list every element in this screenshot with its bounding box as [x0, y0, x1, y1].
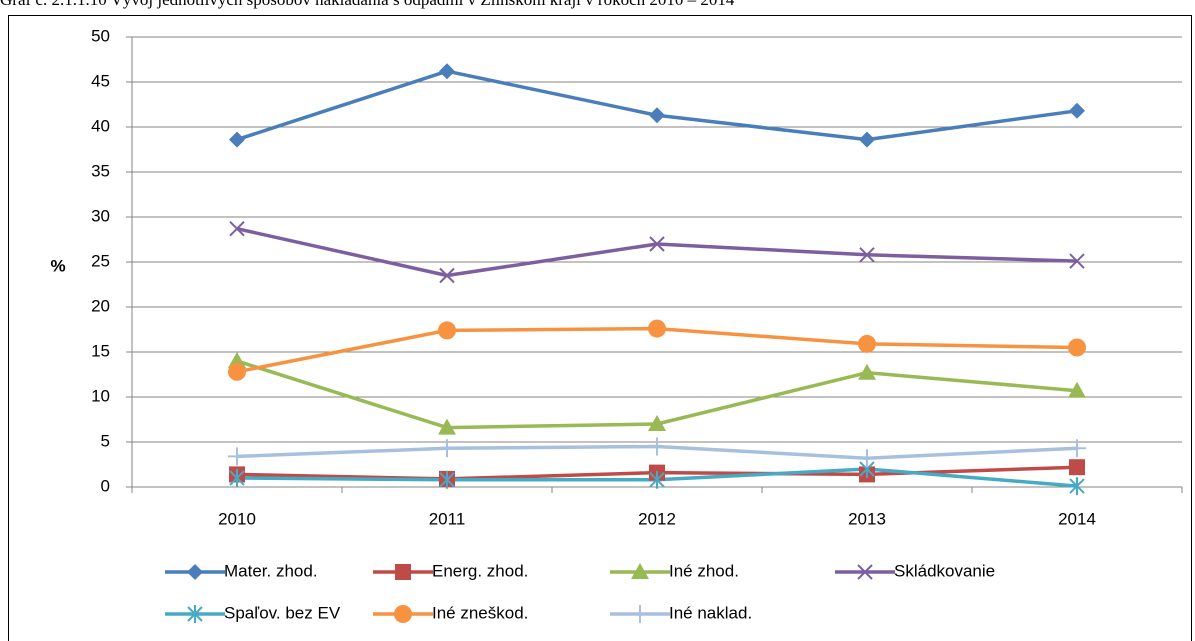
point-marker [1068, 381, 1086, 398]
y-tick-label: 30 [91, 206, 110, 225]
point-marker [228, 362, 246, 381]
point-marker [438, 439, 456, 458]
y-tick-label: 0 [101, 476, 110, 495]
legend-marker [395, 564, 411, 580]
y-tick-label: 5 [101, 431, 110, 450]
y-tick-label: 25 [91, 251, 110, 270]
x-tick-label: 2014 [1058, 509, 1096, 528]
point-marker [1069, 459, 1085, 476]
point-marker [1069, 477, 1085, 496]
legend-label: Spaľov. bez EV [224, 603, 341, 622]
point-marker [438, 418, 456, 435]
point-marker [648, 319, 666, 338]
point-marker [1068, 439, 1086, 458]
legend-label: Mater. zhod. [224, 561, 318, 580]
point-marker [229, 469, 245, 487]
point-marker [648, 415, 666, 431]
point-marker [229, 131, 245, 148]
point-marker [1069, 102, 1085, 119]
series-line [236, 226, 1078, 278]
point-marker [649, 107, 665, 124]
point-marker [439, 267, 455, 284]
point-marker [859, 247, 875, 263]
point-marker [649, 236, 665, 252]
legend-label: Iné zhod. [669, 561, 739, 580]
x-tick-label: 2010 [218, 509, 256, 528]
legend-label: Skládkovanie [894, 561, 995, 580]
point-marker [229, 220, 245, 237]
point-marker [228, 447, 246, 466]
x-tick-label: 2012 [638, 509, 676, 528]
legend-label: Iné zneškod. [432, 603, 528, 622]
point-marker [439, 63, 455, 80]
point-marker [859, 131, 875, 148]
legend-marker [187, 564, 203, 580]
y-tick-label: 40 [91, 116, 110, 135]
point-marker [858, 449, 876, 468]
legend-marker [631, 563, 649, 579]
point-marker [648, 437, 666, 456]
legend-marker [631, 605, 649, 623]
y-tick-label: 15 [91, 341, 110, 360]
y-tick-label: 50 [91, 26, 110, 45]
point-marker [858, 363, 876, 380]
x-tick-label: 2013 [848, 509, 886, 528]
legend-label: Iné naklad. [669, 603, 752, 622]
legend-marker [857, 564, 873, 580]
point-marker [1068, 338, 1086, 357]
chart-title: Graf č. 2.1.1.10 Vývoj jednotlivých spôs… [0, 0, 735, 9]
point-marker [649, 470, 665, 489]
chart-border [8, 15, 1192, 641]
legend-marker [187, 605, 203, 623]
legend-marker [394, 605, 412, 623]
point-marker [439, 470, 455, 489]
point-marker [228, 352, 246, 368]
point-marker [438, 321, 456, 340]
y-tick-label: 20 [91, 296, 110, 315]
legend-label: Energ. zhod. [432, 561, 528, 580]
series-line [236, 69, 1078, 142]
point-marker [1069, 253, 1085, 269]
y-tick-label: 35 [91, 161, 110, 180]
x-tick-label: 2011 [429, 509, 466, 528]
y-tick-label: 10 [91, 386, 110, 405]
point-marker [858, 334, 876, 353]
y-tick-label: 45 [91, 71, 110, 90]
y-axis-label: % [50, 256, 65, 275]
